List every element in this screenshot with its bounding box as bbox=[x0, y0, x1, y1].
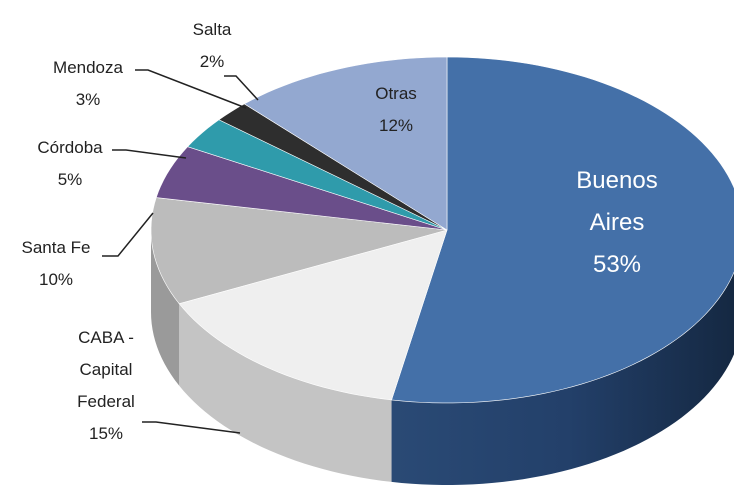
category-label: Salta bbox=[192, 20, 232, 39]
value-label: 53% bbox=[592, 251, 642, 278]
leader-line bbox=[142, 421, 241, 434]
value-label: 3% bbox=[75, 90, 101, 109]
slice bbox=[391, 56, 734, 404]
category-label: Córdoba bbox=[37, 138, 103, 157]
slice-label: Salta 2% bbox=[182, 14, 242, 78]
value-label: 15% bbox=[88, 424, 124, 443]
slice-label: Otras 12% bbox=[361, 78, 431, 142]
pie-tops bbox=[150, 56, 734, 404]
slice-label: Mendoza 3% bbox=[38, 52, 138, 116]
category-label: Buenos Aires bbox=[576, 167, 658, 236]
leader-lines bbox=[102, 69, 259, 434]
slice bbox=[178, 229, 448, 401]
category-label: Santa Fe bbox=[21, 238, 91, 257]
category-label: Mendoza bbox=[53, 58, 123, 77]
category-label: CABA - Capital Federal bbox=[77, 328, 135, 411]
slice-label: Córdoba 5% bbox=[20, 132, 120, 196]
slice bbox=[155, 146, 448, 231]
slice bbox=[187, 119, 448, 231]
pie-sides bbox=[151, 230, 734, 485]
value-label: 12% bbox=[378, 116, 414, 135]
slice-label: Santa Fe 10% bbox=[11, 232, 101, 296]
value-label: 2% bbox=[199, 52, 225, 71]
slice bbox=[243, 56, 448, 231]
slice-label: CABA - Capital Federal 15% bbox=[66, 322, 146, 450]
leader-line bbox=[135, 69, 247, 109]
slice-side bbox=[179, 303, 392, 482]
slice-side bbox=[151, 230, 180, 386]
leader-line bbox=[112, 149, 187, 159]
value-label: 10% bbox=[38, 270, 74, 289]
value-label: 5% bbox=[57, 170, 83, 189]
slice bbox=[150, 197, 448, 305]
leader-line bbox=[102, 212, 154, 257]
slice-label: Buenos Aires 53% bbox=[562, 160, 672, 286]
category-label: Otras bbox=[375, 84, 417, 103]
leader-line bbox=[224, 75, 259, 101]
slice-side bbox=[391, 272, 734, 485]
